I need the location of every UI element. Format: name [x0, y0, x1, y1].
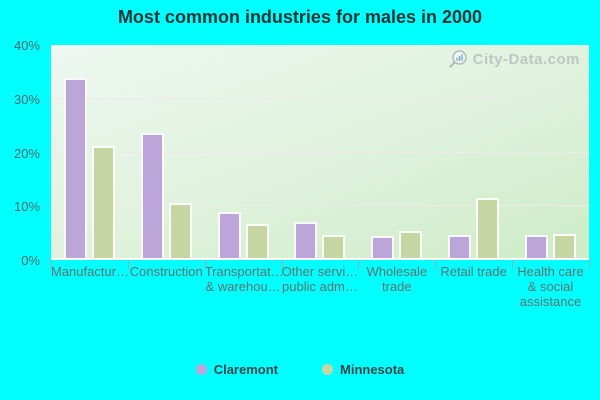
x-tick-label: Health care & social assistance	[512, 264, 589, 309]
y-tick-label: 30%	[13, 91, 40, 107]
y-tick-label: 10%	[13, 199, 40, 215]
legend-dot-icon	[322, 364, 333, 375]
axis-tick	[358, 260, 360, 269]
legend-dot-icon	[195, 364, 207, 375]
x-tick-label-line: assistance	[519, 294, 582, 309]
bar-minnesota	[168, 202, 192, 258]
gridline-10	[51, 204, 589, 206]
x-tick-label-line: & social	[527, 279, 574, 294]
x-tick-label: Other servi… public adm…	[282, 264, 359, 309]
x-tick-label: Transportat… & warehou…	[204, 264, 284, 309]
bar-group	[512, 45, 589, 258]
x-tick-label: Construction	[128, 264, 205, 309]
bar-group	[358, 45, 435, 258]
bar-minnesota	[322, 235, 346, 258]
x-tick-label-line: Construction	[129, 264, 203, 279]
bar-group	[128, 45, 205, 258]
bar-claremont	[524, 235, 548, 258]
x-tick-label-line: & warehou…	[205, 279, 281, 294]
bar-claremont	[448, 235, 472, 258]
watermark[interactable]: City-Data.com	[448, 49, 580, 70]
bar-claremont	[371, 235, 395, 258]
bar-group	[51, 45, 128, 258]
legend: Claremont Minnesota	[0, 362, 600, 377]
bar-minnesota	[552, 233, 576, 258]
bar-claremont	[63, 78, 87, 258]
x-tick-label: Manufactur…	[51, 264, 130, 309]
axis-tick	[204, 260, 206, 269]
x-tick-label-line: public adm…	[282, 279, 358, 294]
x-tick-label-line: trade	[381, 279, 412, 294]
legend-label: Claremont	[213, 362, 278, 377]
x-tick-label-line: Transportat…	[204, 264, 284, 279]
bar-minnesota	[476, 197, 500, 258]
axis-tick	[435, 260, 437, 269]
axis-tick	[127, 260, 129, 269]
y-tick-label: 0%	[21, 253, 40, 268]
x-axis: Manufactur… Construction Transportat… & war…	[51, 264, 589, 309]
plot-area: City-Data.com	[51, 45, 589, 260]
magnifier-with-bars-icon	[449, 50, 467, 68]
bar-minnesota	[245, 224, 269, 258]
bar-claremont	[294, 221, 318, 258]
x-tick-label: Wholesale trade	[358, 264, 435, 309]
bar-minnesota	[399, 231, 423, 258]
legend-item-minnesota: Minnesota	[322, 362, 404, 377]
chart-title: Most common industries for males in 2000	[117, 7, 483, 27]
bar-group	[435, 45, 512, 258]
legend-label: Minnesota	[340, 362, 405, 377]
x-tick-label-line: Retail trade	[440, 264, 507, 279]
y-tick-label: 20%	[13, 145, 40, 161]
bar-group	[282, 45, 359, 258]
gridline-20	[51, 151, 589, 153]
bar-claremont	[140, 133, 164, 258]
x-tick-label-line: Health care	[517, 264, 584, 279]
watermark-text: City-Data.com	[472, 51, 580, 68]
x-tick-label-line: Other servi…	[281, 264, 359, 279]
axis-tick	[589, 260, 590, 269]
x-tick-label: Retail trade	[435, 264, 512, 309]
legend-item-claremont: Claremont	[195, 362, 278, 377]
y-tick-label: 40%	[13, 38, 40, 53]
axis-tick	[512, 260, 514, 269]
x-tick-label-line: Wholesale	[366, 264, 428, 279]
bar-groups	[51, 45, 589, 258]
bar-group	[205, 45, 282, 258]
axis-tick	[51, 260, 52, 269]
bar-minnesota	[91, 146, 115, 258]
y-axis: 0% 10% 20% 30% 40%	[0, 38, 44, 268]
x-tick-label-line: Manufactur…	[51, 264, 130, 279]
gridline-30	[51, 98, 589, 100]
axis-tick	[281, 260, 283, 269]
bar-claremont	[217, 211, 241, 258]
